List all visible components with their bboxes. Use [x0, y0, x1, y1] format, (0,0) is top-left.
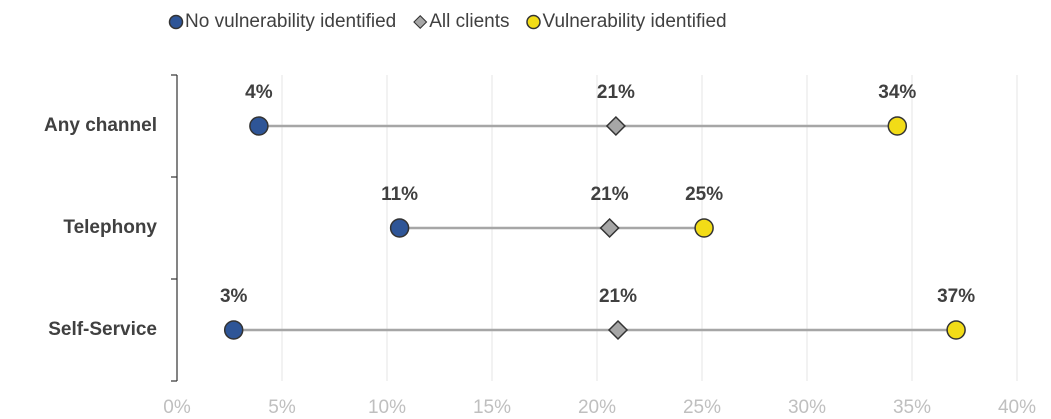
y-tick-label: Self-Service [48, 319, 157, 340]
value-label: 37% [937, 286, 975, 307]
legend-label: No vulnerability identified [185, 11, 396, 32]
legend-label: All clients [429, 11, 509, 32]
point [605, 115, 626, 137]
point [887, 116, 908, 136]
y-tick-label: Telephony [63, 217, 157, 238]
legend-marker [168, 14, 184, 30]
point [599, 217, 620, 239]
legend-marker [413, 14, 428, 30]
point [389, 218, 410, 238]
value-label: 21% [599, 286, 637, 307]
point [223, 320, 244, 340]
value-label: 11% [381, 184, 418, 205]
x-tick-label: 0% [163, 397, 191, 418]
legend-label: Vulnerability identified [542, 11, 726, 32]
value-label: 25% [685, 184, 723, 205]
x-tick-label: 40% [998, 397, 1036, 418]
x-tick-label: 25% [683, 397, 721, 418]
x-tick-label: 30% [788, 397, 826, 418]
value-label: 21% [597, 82, 635, 103]
x-tick-label: 10% [368, 397, 406, 418]
value-label: 4% [245, 82, 273, 103]
x-tick-label: 15% [473, 397, 511, 418]
point [946, 320, 966, 340]
point [249, 116, 269, 136]
value-label: 34% [878, 82, 916, 103]
value-label: 3% [220, 286, 248, 307]
x-tick-label: 35% [893, 397, 931, 418]
point [607, 319, 629, 341]
x-tick-label: 20% [578, 397, 616, 418]
point [694, 218, 714, 238]
legend-marker [526, 14, 541, 30]
value-label: 21% [591, 184, 629, 205]
y-tick-label: Any channel [44, 115, 157, 136]
x-tick-label: 5% [268, 397, 296, 418]
